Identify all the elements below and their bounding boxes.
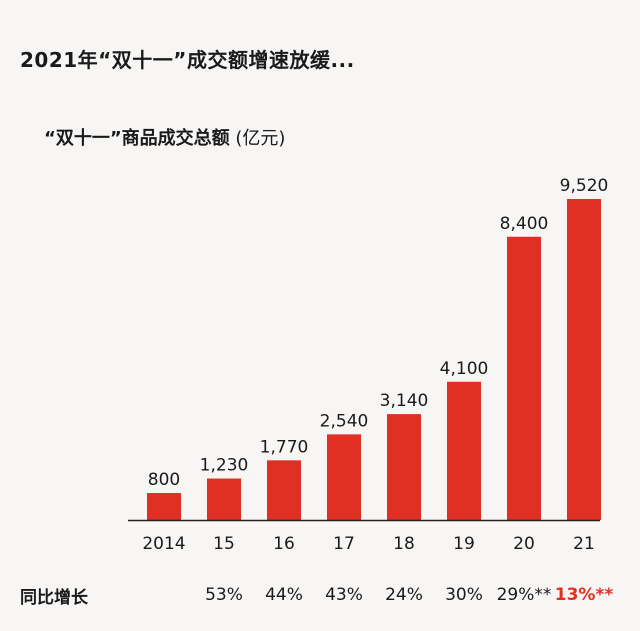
bar-19 bbox=[447, 381, 481, 520]
bar-18 bbox=[387, 414, 421, 520]
value-labels-group: 800 1,230 1,770 2,540 3,140 4,100 8,400 9,520 bbox=[148, 176, 609, 490]
x-tick-18: 18 bbox=[393, 534, 415, 554]
yoy-value-16: 44% bbox=[265, 585, 303, 605]
chart-headline: 2021年“双十一”成交额增速放缓... bbox=[20, 48, 355, 72]
value-label-17: 2,540 bbox=[320, 411, 369, 431]
value-label-21: 9,520 bbox=[560, 176, 609, 196]
bar-21 bbox=[567, 199, 601, 520]
yoy-value-18: 24% bbox=[385, 585, 423, 605]
unit-label: (亿元) bbox=[235, 128, 286, 149]
x-tick-16: 16 bbox=[273, 534, 295, 554]
value-label-16: 1,770 bbox=[260, 437, 309, 457]
yoy-label: 同比增长 bbox=[20, 588, 88, 608]
chart-subtitle: “双十一”商品成交总额 (亿元) bbox=[44, 124, 285, 150]
yoy-value-19: 30% bbox=[445, 585, 483, 605]
x-tick-15: 15 bbox=[213, 534, 235, 554]
yoy-value-17: 43% bbox=[325, 585, 363, 605]
x-tick-20: 20 bbox=[513, 534, 535, 554]
value-label-2014: 800 bbox=[148, 470, 180, 490]
yoy-value-21: 13%** bbox=[555, 585, 614, 605]
x-tick-2014: 2014 bbox=[142, 534, 185, 554]
value-label-15: 1,230 bbox=[200, 456, 249, 476]
value-label-19: 4,100 bbox=[440, 359, 489, 379]
value-label-20: 8,400 bbox=[500, 214, 549, 234]
yoy-value-20: 29%** bbox=[497, 585, 552, 605]
bar-20 bbox=[507, 236, 541, 520]
bars-group bbox=[147, 199, 601, 520]
value-label-18: 3,140 bbox=[380, 391, 429, 411]
chart-title: “双十一”商品成交总额 bbox=[44, 128, 230, 149]
x-tick-19: 19 bbox=[453, 534, 475, 554]
bar-16 bbox=[267, 460, 301, 520]
yoy-values-group: 53% 44% 43% 24% 30% 29%** 13%** bbox=[205, 585, 613, 605]
x-tick-labels-group: 2014 15 16 17 18 19 20 21 bbox=[142, 534, 594, 554]
x-tick-17: 17 bbox=[333, 534, 355, 554]
yoy-value-15: 53% bbox=[205, 585, 243, 605]
x-tick-21: 21 bbox=[573, 534, 595, 554]
bar-15 bbox=[207, 478, 241, 520]
bar-17 bbox=[327, 434, 361, 520]
bar-2014 bbox=[147, 493, 181, 520]
